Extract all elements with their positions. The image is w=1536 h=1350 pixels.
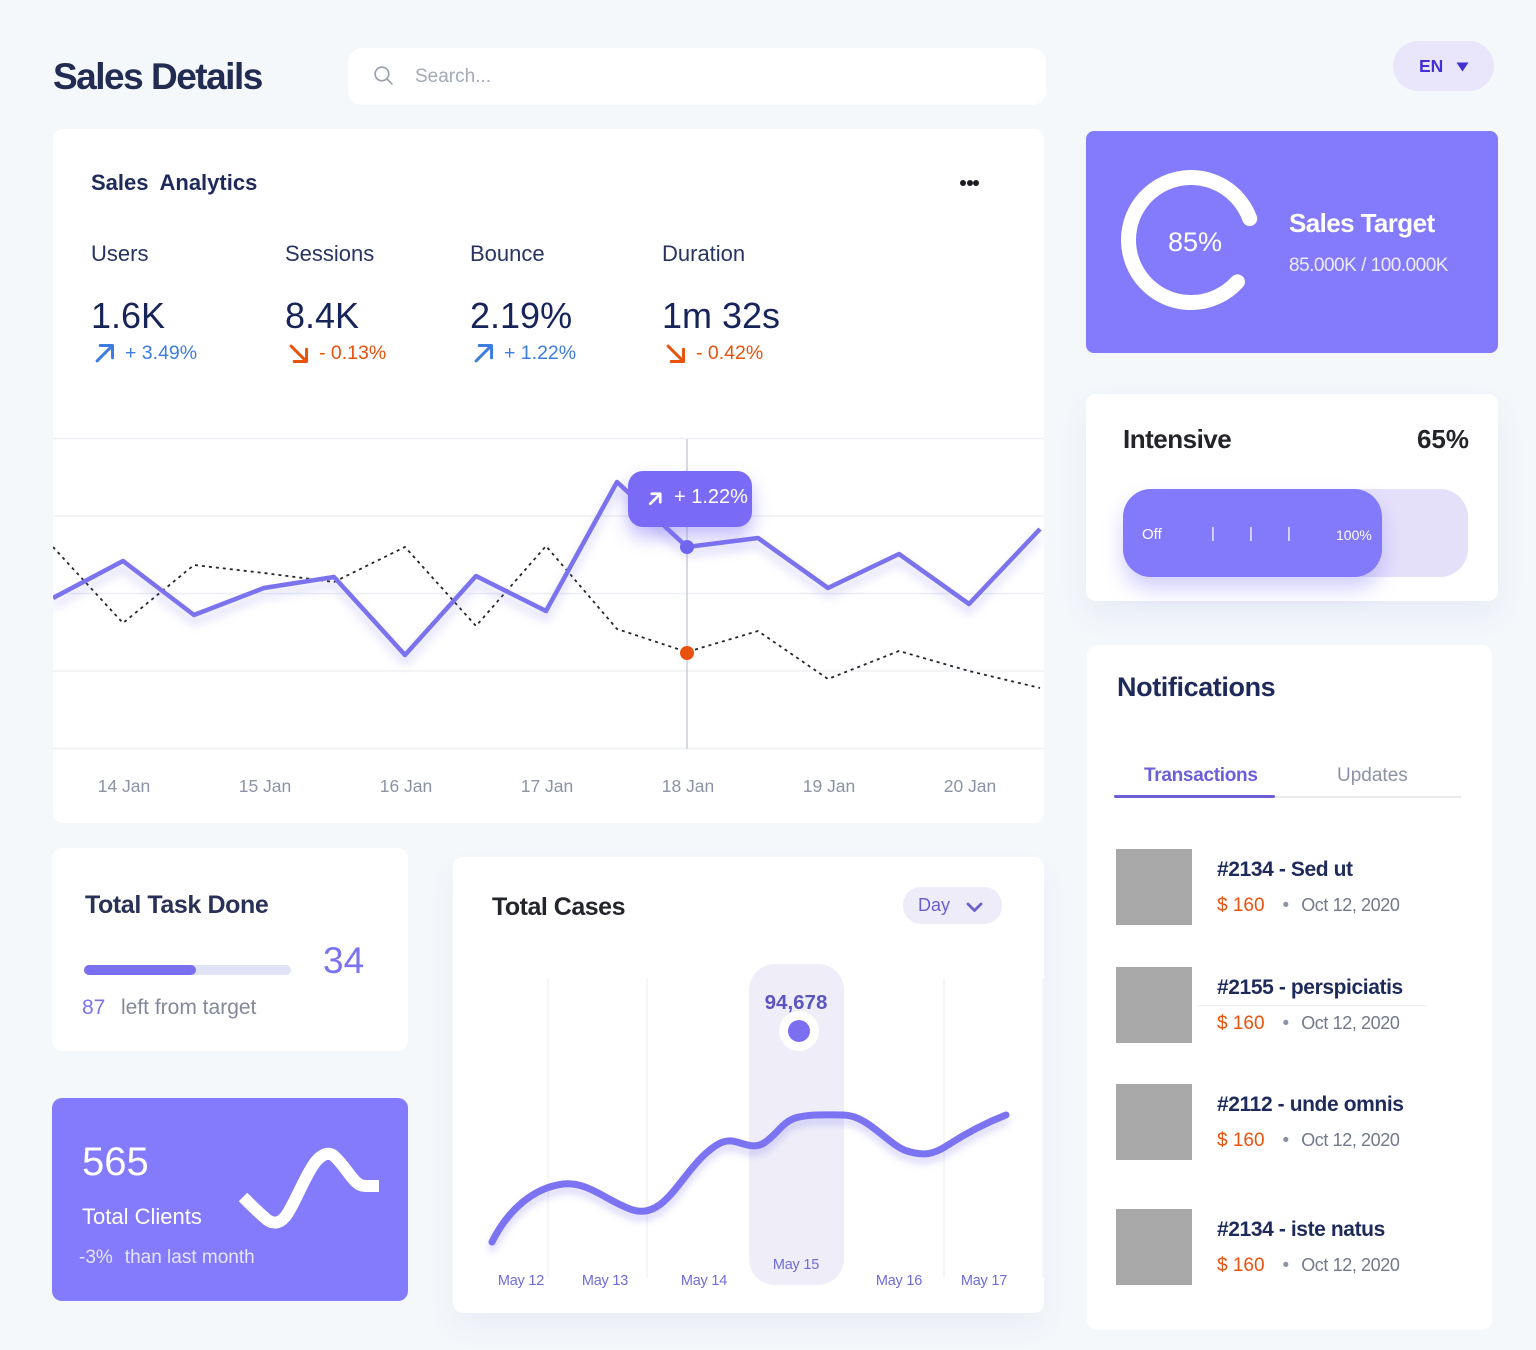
svg-text:May 16: May 16 bbox=[876, 1273, 922, 1289]
svg-text:May 15: May 15 bbox=[773, 1257, 819, 1273]
svg-text:94,678: 94,678 bbox=[765, 991, 828, 1014]
svg-text:16 Jan: 16 Jan bbox=[380, 776, 433, 796]
svg-text:May 17: May 17 bbox=[961, 1273, 1007, 1289]
svg-text:May 12: May 12 bbox=[498, 1273, 544, 1289]
svg-text:19 Jan: 19 Jan bbox=[803, 776, 856, 796]
svg-text:15 Jan: 15 Jan bbox=[239, 776, 292, 796]
svg-text:May 14: May 14 bbox=[681, 1273, 727, 1289]
svg-text:May 13: May 13 bbox=[582, 1273, 628, 1289]
svg-text:20 Jan: 20 Jan bbox=[944, 776, 997, 796]
svg-text:14 Jan: 14 Jan bbox=[98, 776, 151, 796]
svg-text:17 Jan: 17 Jan bbox=[521, 776, 574, 796]
svg-text:18 Jan: 18 Jan bbox=[662, 776, 715, 796]
